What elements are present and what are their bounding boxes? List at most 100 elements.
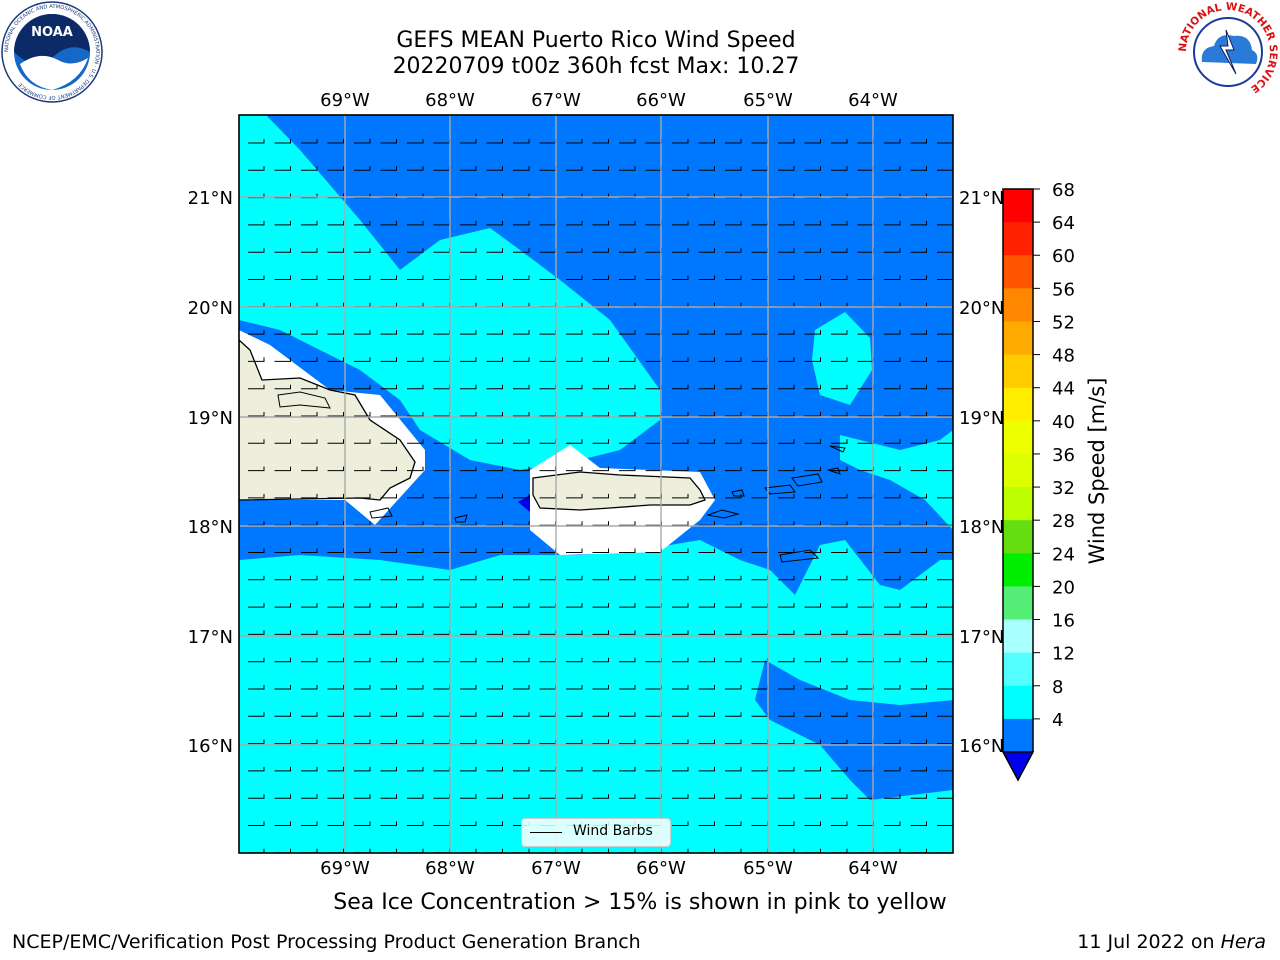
wind-barb [910, 220, 927, 226]
sea-ice-note: Sea Ice Concentration > 15% is shown in … [333, 890, 947, 915]
wind-barb [884, 220, 901, 226]
wind-barb [778, 739, 795, 745]
wind-barb [884, 139, 901, 144]
wind-barb [460, 439, 477, 444]
wind-barb [698, 466, 715, 472]
wind-barb [513, 384, 530, 390]
wind-barb [592, 139, 609, 144]
wind-barb [698, 493, 715, 499]
wind-barb [831, 275, 848, 280]
wind-barb [672, 439, 689, 444]
wind-barb [804, 521, 821, 526]
wind-barb [380, 657, 397, 663]
wind-barb [274, 412, 291, 417]
wind-barb [301, 766, 318, 772]
wind-barb [513, 739, 530, 745]
wind-barb [354, 493, 371, 499]
wind-barb [804, 466, 821, 472]
wind-barb [725, 357, 742, 362]
wind-barb [619, 548, 636, 553]
wind-barb [937, 630, 953, 635]
wind-barb [407, 357, 424, 362]
wind-barb [460, 821, 477, 826]
nws-logo: NATIONAL WEATHER SERVICE [1177, 1, 1279, 102]
wind-barb [513, 603, 530, 608]
wind-barb [592, 330, 609, 335]
wind-barb [937, 330, 953, 335]
vieques [706, 509, 740, 519]
wind-barb [566, 248, 583, 253]
wind-barb [619, 630, 636, 635]
wind-barb [380, 493, 397, 499]
wind-barb [619, 330, 636, 335]
wind-barb [566, 739, 583, 745]
colorbar-tick-label: 56 [1052, 279, 1075, 300]
wind-barb [513, 139, 530, 144]
wind-barb [592, 357, 609, 362]
wind-barb [354, 357, 371, 362]
wind-barb [672, 603, 689, 608]
wind-barb [592, 657, 609, 663]
wind-barb [884, 794, 901, 799]
colorbar-tick-label: 4 [1052, 710, 1063, 731]
colorbar-segment [1003, 453, 1033, 488]
wind-barb [884, 685, 901, 690]
wind-barb [831, 575, 848, 581]
wind-barb [672, 493, 689, 499]
wind-barb [301, 603, 318, 608]
wind-barb [619, 275, 636, 280]
wind-barb [380, 220, 397, 226]
wind-barb [380, 548, 397, 553]
wind-barb [274, 603, 291, 608]
wind-barb [725, 548, 742, 553]
wind-barb [486, 712, 503, 717]
wind-barb [937, 220, 953, 226]
wind-barb [354, 548, 371, 553]
wind-barb [672, 330, 689, 335]
wind-barb [804, 220, 821, 226]
wind-barb [725, 794, 742, 799]
wind-barb [725, 575, 742, 581]
wind-barb [592, 794, 609, 799]
anegada [829, 445, 846, 453]
wind-barb [513, 466, 530, 472]
wind-barb [486, 439, 503, 444]
wind-barb [884, 575, 901, 581]
wind-barb [910, 439, 927, 444]
wind-barb [380, 821, 397, 826]
wind-barb [513, 493, 530, 499]
wind-barb [619, 248, 636, 253]
wind-barb [380, 248, 397, 253]
wind-barb [301, 439, 318, 444]
wind-barb [672, 712, 689, 717]
wind-barb [910, 357, 927, 362]
wind-barb [327, 493, 344, 499]
wind-barb [884, 275, 901, 280]
wind-barb [698, 575, 715, 581]
wind-barb [884, 248, 901, 253]
low-speed-spot [518, 495, 530, 512]
colorbar-segment [1003, 718, 1033, 753]
wind-barb [592, 412, 609, 417]
wind-barb [460, 575, 477, 581]
wind-barb [592, 712, 609, 717]
wind-barb [354, 630, 371, 635]
wind-barb [460, 220, 477, 226]
wind-barb [327, 275, 344, 280]
lon-label-bottom: 69°W [320, 858, 370, 879]
lon-label-top: 66°W [636, 90, 686, 111]
wind-barb [831, 657, 848, 663]
legend-label: Wind Barbs [573, 823, 653, 839]
wind-barb [884, 657, 901, 663]
wind-barb [513, 575, 530, 581]
wind-barb [778, 794, 795, 799]
wind-barb [698, 412, 715, 417]
wind-barb [672, 275, 689, 280]
wind-barb [804, 794, 821, 799]
wind-barb [804, 548, 821, 553]
lat-label-left: 16°N [188, 736, 233, 757]
wind-barb [725, 603, 742, 608]
hispaniola-land [239, 339, 416, 501]
wind-barb [725, 521, 742, 526]
wind-barb [407, 575, 424, 581]
